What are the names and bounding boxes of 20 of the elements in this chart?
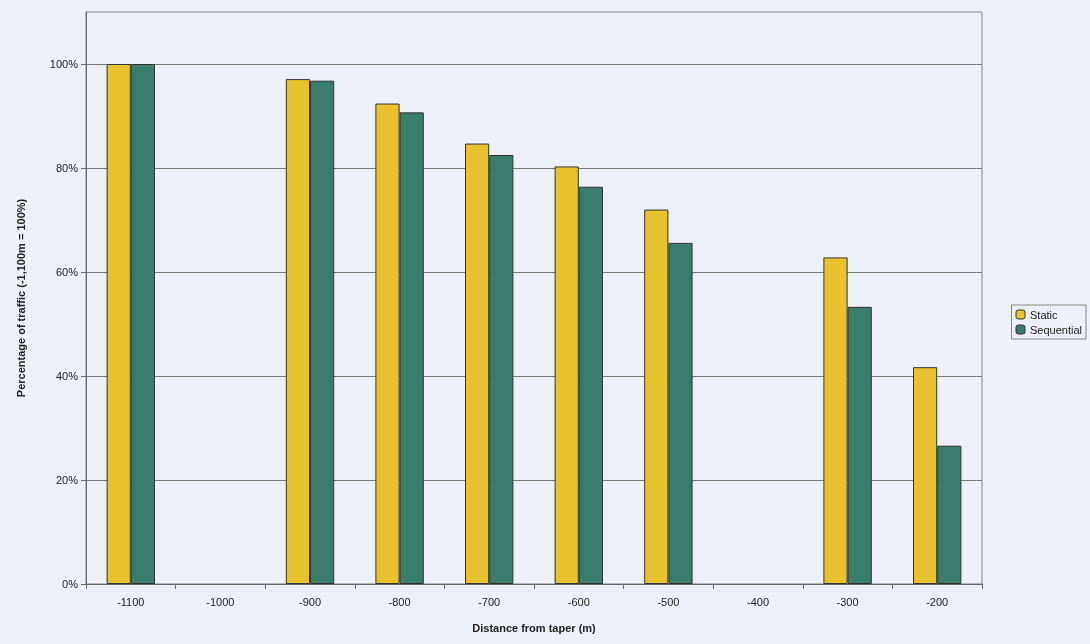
legend-label: Static	[1030, 308, 1059, 321]
x-tick-label: -600	[567, 595, 590, 608]
y-tick-label: 80%	[55, 162, 79, 174]
y-tick-label: 60%	[55, 266, 79, 278]
x-tick-label: -1100	[117, 595, 145, 608]
x-tick-label: -1000	[206, 595, 235, 608]
x-tick-label: -400	[746, 595, 770, 608]
y-tick-label: 0%	[62, 578, 79, 590]
y-tick-label: 20%	[55, 474, 79, 486]
x-tick-label: -800	[388, 595, 411, 608]
x-tick-label: -500	[657, 595, 680, 608]
x-tick-label: -300	[836, 595, 859, 608]
x-tick-label: -200	[926, 595, 949, 608]
y-axis-title: Percentage of traffic (-1,100m = 100%)	[14, 198, 27, 398]
x-tick-label: -900	[298, 595, 322, 608]
x-tick-label: -700	[478, 595, 501, 608]
y-tick-label: 40%	[55, 370, 79, 382]
y-tick-label: 100%	[49, 58, 79, 70]
x-axis-title: Distance from taper (m)	[472, 621, 597, 634]
legend-label: Sequential	[1030, 323, 1083, 336]
